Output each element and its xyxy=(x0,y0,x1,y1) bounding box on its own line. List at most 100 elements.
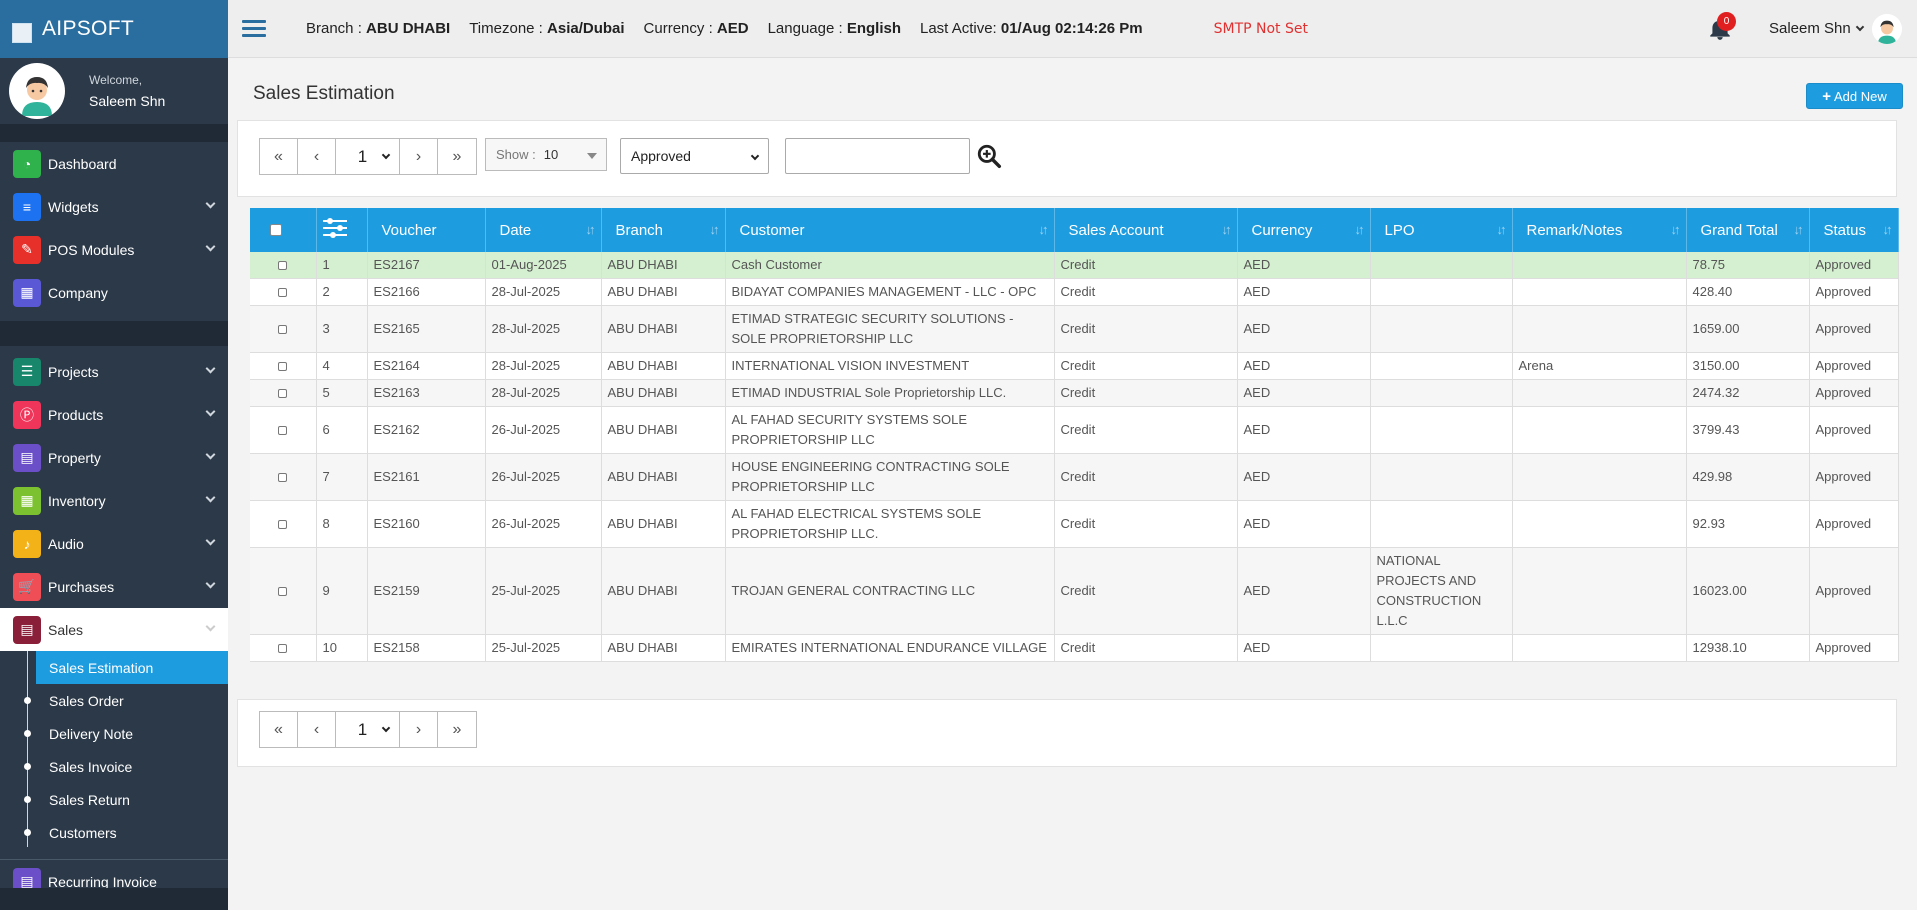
column-header-status[interactable]: Status ↓↑ xyxy=(1809,208,1899,252)
cell-voucher[interactable]: ES2165 xyxy=(367,305,486,353)
cell-voucher[interactable]: ES2159 xyxy=(367,547,486,635)
last-page-button[interactable]: » xyxy=(452,147,462,165)
cell-customer: BIDAYAT COMPANIES MANAGEMENT - LLC - OPC xyxy=(725,278,1055,306)
cell-voucher[interactable]: ES2161 xyxy=(367,453,486,501)
cell-voucher[interactable]: ES2162 xyxy=(367,406,486,454)
column-header-label: LPO xyxy=(1384,221,1415,239)
row-checkbox[interactable] xyxy=(278,260,288,270)
sidebar-item-label: Company xyxy=(48,284,108,301)
column-header-currency[interactable]: Currency ↓↑ xyxy=(1237,208,1371,252)
column-header-grand-total[interactable]: Grand Total ↓↑ xyxy=(1686,208,1810,252)
row-select-cell xyxy=(250,453,317,501)
search-input[interactable] xyxy=(785,138,970,174)
first-page-button[interactable]: « xyxy=(260,139,298,174)
sidebar-item-dashboard[interactable]: ◔ Dashboard xyxy=(0,142,228,185)
menu-toggle-icon[interactable] xyxy=(242,16,266,41)
row-checkbox[interactable] xyxy=(278,324,288,334)
submenu-item-sales-invoice[interactable]: Sales Invoice xyxy=(0,750,228,783)
user-menu[interactable]: Saleem Shn xyxy=(1769,20,1864,37)
row-checkbox[interactable] xyxy=(278,519,288,529)
prev-page-button[interactable]: ‹ xyxy=(298,712,336,747)
cell-voucher[interactable]: ES2160 xyxy=(367,500,486,548)
sidebar-item-label: Audio xyxy=(48,535,84,552)
cell-remark xyxy=(1512,453,1687,501)
submenu-item-delivery-note[interactable]: Delivery Note xyxy=(0,717,228,750)
row-checkbox[interactable] xyxy=(278,388,288,398)
cell-customer: ETIMAD INDUSTRIAL Sole Proprietorship LL… xyxy=(725,379,1055,407)
table-row[interactable]: 2 ES2166 28-Jul-2025 ABU DHABI BIDAYAT COMPA… xyxy=(250,278,1899,306)
cell-voucher[interactable]: ES2166 xyxy=(367,278,486,306)
cell-total: 2474.32 xyxy=(1686,379,1810,407)
submenu-item-sales-order[interactable]: Sales Order xyxy=(0,684,228,717)
table-row[interactable]: 10 ES2158 25-Jul-2025 ABU DHABI EMIRATES INT… xyxy=(250,634,1899,662)
avatar[interactable] xyxy=(9,63,65,119)
sidebar-item-widgets[interactable]: ≡ Widgets xyxy=(0,185,228,228)
column-header-branch[interactable]: Branch ↓↑ xyxy=(601,208,726,252)
sidebar-item-inventory[interactable]: ▦ Inventory xyxy=(0,479,228,522)
column-header-remark-notes[interactable]: Remark/Notes ↓↑ xyxy=(1512,208,1687,252)
table-row[interactable]: 5 ES2163 28-Jul-2025 ABU DHABI ETIMAD INDUST… xyxy=(250,379,1899,407)
sidebar-item-label: Products xyxy=(48,406,104,423)
sidebar-item-recurring-invoice[interactable]: ▤ Recurring Invoice xyxy=(0,860,228,903)
sidebar-item-pos-modules[interactable]: ✎ POS Modules xyxy=(0,228,228,271)
table-row[interactable]: 4 ES2164 28-Jul-2025 ABU DHABI INTERNATIONAL… xyxy=(250,352,1899,380)
row-checkbox[interactable] xyxy=(278,643,288,653)
column-header-lpo[interactable]: LPO ↓↑ xyxy=(1370,208,1513,252)
submenu-item-sales-estimation[interactable]: Sales Estimation xyxy=(36,651,228,684)
cell-voucher[interactable]: ES2163 xyxy=(367,379,486,407)
cell-customer: AL FAHAD ELECTRICAL SYSTEMS SOLE PROPRIE… xyxy=(725,500,1055,548)
status-filter-select[interactable]: Approved xyxy=(620,138,769,174)
sidebar-item-products[interactable]: Ⓟ Products xyxy=(0,393,228,436)
brand[interactable]: AIPSOFT xyxy=(0,0,228,58)
chevron-down-icon xyxy=(205,241,216,252)
table-row[interactable]: 3 ES2165 28-Jul-2025 ABU DHABI ETIMAD STRATE… xyxy=(250,305,1899,353)
column-settings-header[interactable] xyxy=(316,208,368,252)
table-row[interactable]: 7 ES2161 26-Jul-2025 ABU DHABI HOUSE ENGINEE… xyxy=(250,453,1899,501)
page-select[interactable]: 1 xyxy=(336,712,400,747)
avatar[interactable] xyxy=(1872,14,1902,44)
column-header-label: Date xyxy=(499,221,532,239)
grid-icon: ▦ xyxy=(13,486,41,515)
column-header-sales-account[interactable]: Sales Account ↓↑ xyxy=(1054,208,1238,252)
cell-voucher[interactable]: ES2158 xyxy=(367,634,486,662)
cell-no: 4 xyxy=(316,352,368,380)
page-select[interactable]: 1 xyxy=(336,139,400,174)
prev-page-button[interactable]: ‹ xyxy=(298,139,336,174)
submenu-item-sales-return[interactable]: Sales Return xyxy=(0,783,228,816)
column-header-customer[interactable]: Customer ↓↑ xyxy=(725,208,1055,252)
status-filter-value: Approved xyxy=(631,148,691,164)
sort-icon: ↓↑ xyxy=(1496,222,1507,237)
row-checkbox[interactable] xyxy=(278,287,288,297)
sidebar-item-projects[interactable]: ☰ Projects xyxy=(0,350,228,393)
submenu-item-customers[interactable]: Customers xyxy=(0,816,228,849)
row-checkbox[interactable] xyxy=(278,472,288,482)
last-page-button[interactable]: » xyxy=(452,720,462,738)
cell-status: Approved xyxy=(1809,547,1899,635)
table-row[interactable]: 6 ES2162 26-Jul-2025 ABU DHABI AL FAHAD SECU… xyxy=(250,406,1899,454)
next-page-button[interactable]: › xyxy=(400,139,438,174)
cell-voucher[interactable]: ES2167 xyxy=(367,252,486,279)
sidebar-item-property[interactable]: ▤ Property xyxy=(0,436,228,479)
search-icon[interactable] xyxy=(976,143,1002,169)
select-all-checkbox[interactable] xyxy=(270,224,282,236)
table-row[interactable]: 1 ES2167 01-Aug-2025 ABU DHABI Cash Customer… xyxy=(250,252,1899,279)
sidebar-item-audio[interactable]: ♪ Audio xyxy=(0,522,228,565)
add-new-button[interactable]: + Add New xyxy=(1806,83,1903,109)
sidebar-item-company[interactable]: ▦ Company xyxy=(0,271,228,314)
cell-currency: AED xyxy=(1237,305,1371,353)
sidebar-item-purchases[interactable]: 🛒 Purchases xyxy=(0,565,228,608)
user-name: Saleem Shn xyxy=(89,93,166,109)
table-row[interactable]: 8 ES2160 26-Jul-2025 ABU DHABI AL FAHAD ELEC… xyxy=(250,500,1899,548)
sidebar-item-sales[interactable]: ▤ Sales xyxy=(0,608,228,651)
page-size-select[interactable]: Show : 10 xyxy=(485,138,607,171)
column-header-date[interactable]: Date ↓↑ xyxy=(485,208,602,252)
smtp-status: SMTP Not Set xyxy=(1213,20,1308,37)
cell-voucher[interactable]: ES2164 xyxy=(367,352,486,380)
row-checkbox[interactable] xyxy=(278,425,288,435)
row-checkbox[interactable] xyxy=(278,586,288,596)
next-page-button[interactable]: › xyxy=(400,712,438,747)
column-header-voucher[interactable]: Voucher xyxy=(367,208,486,252)
row-checkbox[interactable] xyxy=(278,361,288,371)
table-row[interactable]: 9 ES2159 25-Jul-2025 ABU DHABI TROJAN GENERA… xyxy=(250,547,1899,635)
first-page-button[interactable]: « xyxy=(260,712,298,747)
